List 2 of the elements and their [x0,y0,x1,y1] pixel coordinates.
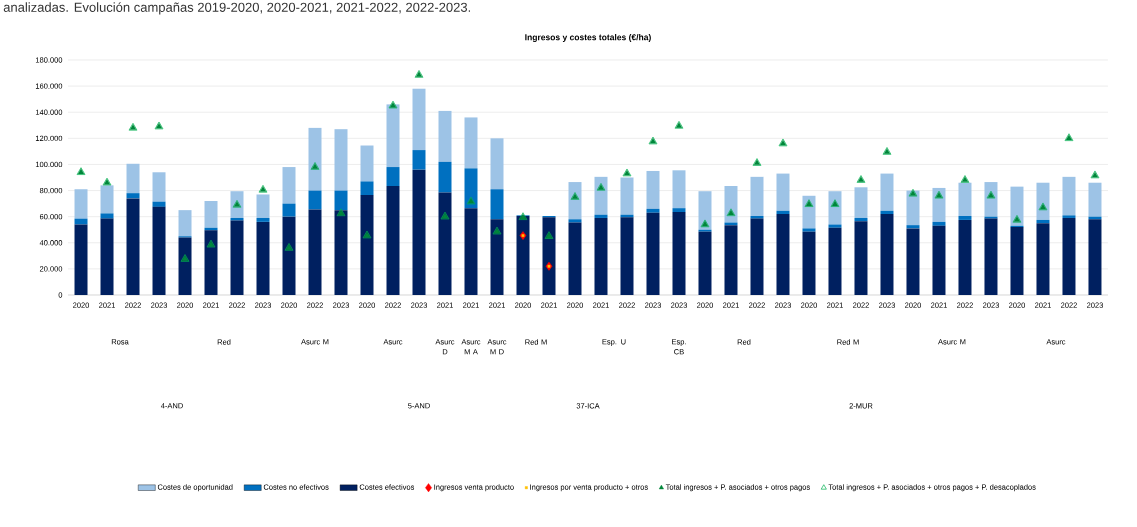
chart-title: Ingresos y costes totales (€/ha) [525,34,651,42]
text: analizadas. Evolución campañas 2019-2020, 2020-2021, 2021-2022, 2022-2023. [3,2,471,15]
